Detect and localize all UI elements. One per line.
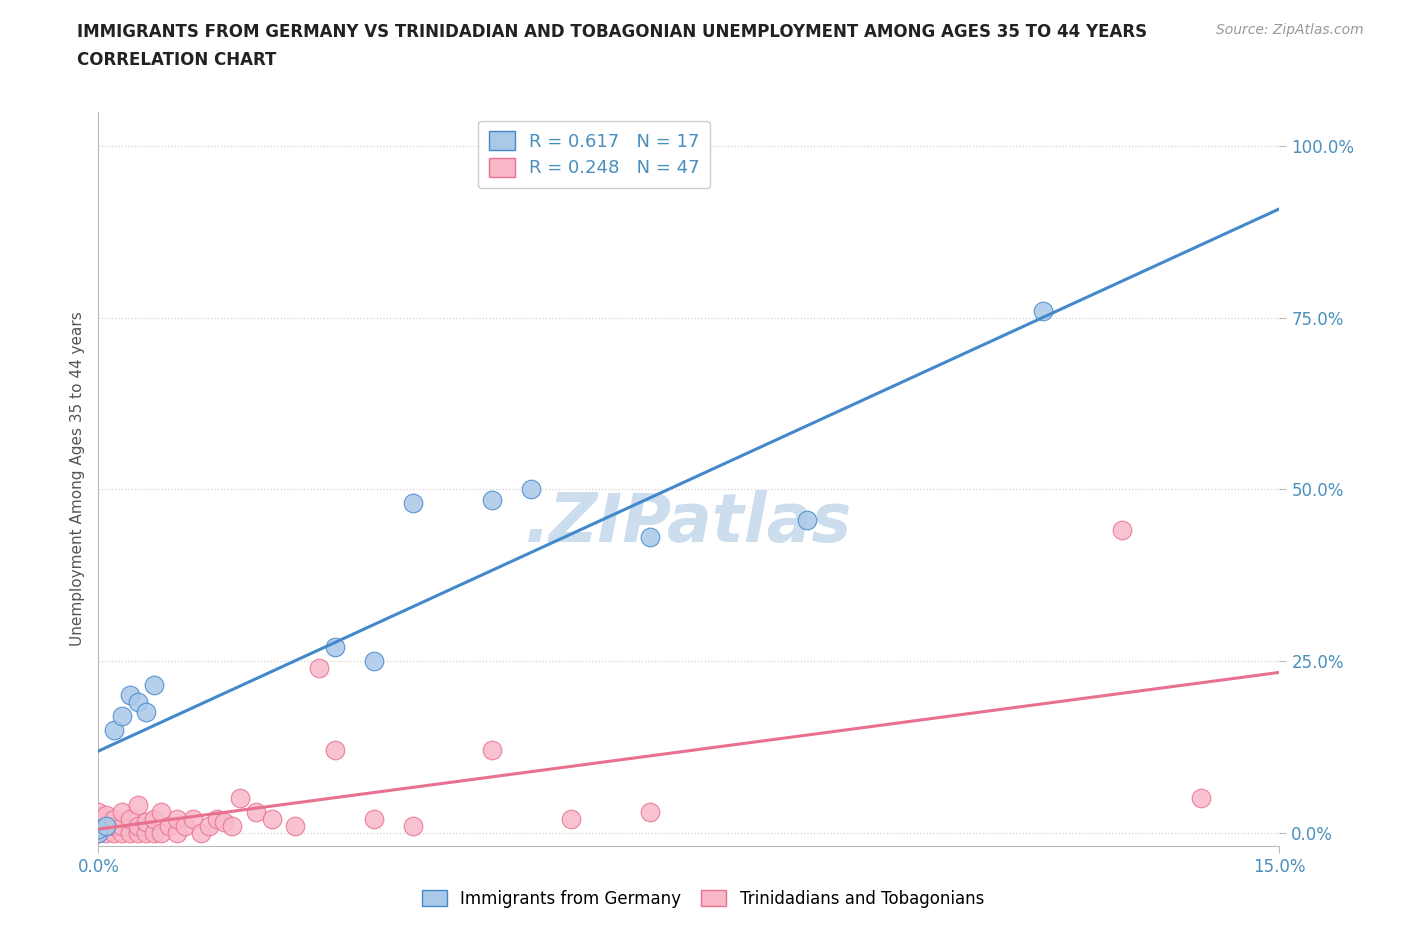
Point (402, 818, 425, 833)
Point (118, 825, 141, 840)
Point (402, 496, 425, 511)
Point (87, 818, 110, 833)
Point (127, 798, 149, 813)
Point (1032, 303, 1054, 318)
Point (111, 825, 134, 840)
Point (111, 709, 134, 724)
Text: Source: ZipAtlas.com: Source: ZipAtlas.com (1216, 23, 1364, 37)
Point (363, 811, 385, 826)
Point (229, 790, 252, 805)
Point (118, 811, 141, 826)
Point (127, 825, 149, 840)
Point (323, 743, 346, 758)
Point (135, 825, 157, 840)
Point (142, 825, 165, 840)
Point (221, 818, 243, 833)
Point (87, 804, 110, 819)
Point (205, 811, 228, 826)
Point (157, 818, 180, 833)
Point (520, 482, 543, 497)
Point (560, 811, 582, 826)
Point (96, 825, 118, 840)
Point (87, 811, 110, 826)
Text: CORRELATION CHART: CORRELATION CHART (77, 51, 277, 69)
Point (96, 818, 118, 833)
Point (260, 811, 283, 826)
Point (638, 804, 661, 819)
Point (135, 815, 157, 830)
Text: IMMIGRANTS FROM GERMANY VS TRINIDADIAN AND TOBAGONIAN UNEMPLOYMENT AMONG AGES 35: IMMIGRANTS FROM GERMANY VS TRINIDADIAN A… (77, 23, 1147, 41)
Point (87, 822, 110, 837)
Point (638, 530, 661, 545)
Legend: R = 0.617   N = 17, R = 0.248   N = 47: R = 0.617 N = 17, R = 0.248 N = 47 (478, 121, 710, 188)
Point (481, 492, 503, 507)
Point (150, 825, 173, 840)
Point (127, 695, 149, 710)
Point (245, 804, 267, 819)
Point (796, 512, 818, 527)
Point (323, 640, 346, 655)
Point (111, 818, 134, 833)
Point (363, 654, 385, 669)
Y-axis label: Unemployment Among Ages 35 to 44 years: Unemployment Among Ages 35 to 44 years (69, 312, 84, 646)
Point (197, 818, 219, 833)
Point (103, 825, 125, 840)
Point (150, 804, 173, 819)
Text: .ZIPatlas: .ZIPatlas (526, 490, 852, 556)
Point (1189, 790, 1212, 805)
Point (127, 818, 149, 833)
Point (142, 677, 165, 692)
Point (308, 660, 330, 675)
Legend: Immigrants from Germany, Trinidadians and Tobagonians: Immigrants from Germany, Trinidadians an… (415, 883, 991, 914)
Point (174, 818, 197, 833)
Point (118, 688, 141, 703)
Point (103, 818, 125, 833)
Point (166, 811, 188, 826)
Point (135, 705, 157, 720)
Point (481, 743, 503, 758)
Point (190, 825, 212, 840)
Point (1111, 523, 1133, 538)
Point (103, 811, 125, 826)
Point (284, 818, 307, 833)
Point (96, 818, 118, 833)
Point (111, 804, 134, 819)
Point (87, 825, 110, 840)
Point (181, 811, 204, 826)
Point (87, 825, 110, 840)
Point (96, 808, 118, 823)
Point (166, 825, 188, 840)
Point (103, 722, 125, 737)
Point (214, 815, 236, 830)
Point (142, 811, 165, 826)
